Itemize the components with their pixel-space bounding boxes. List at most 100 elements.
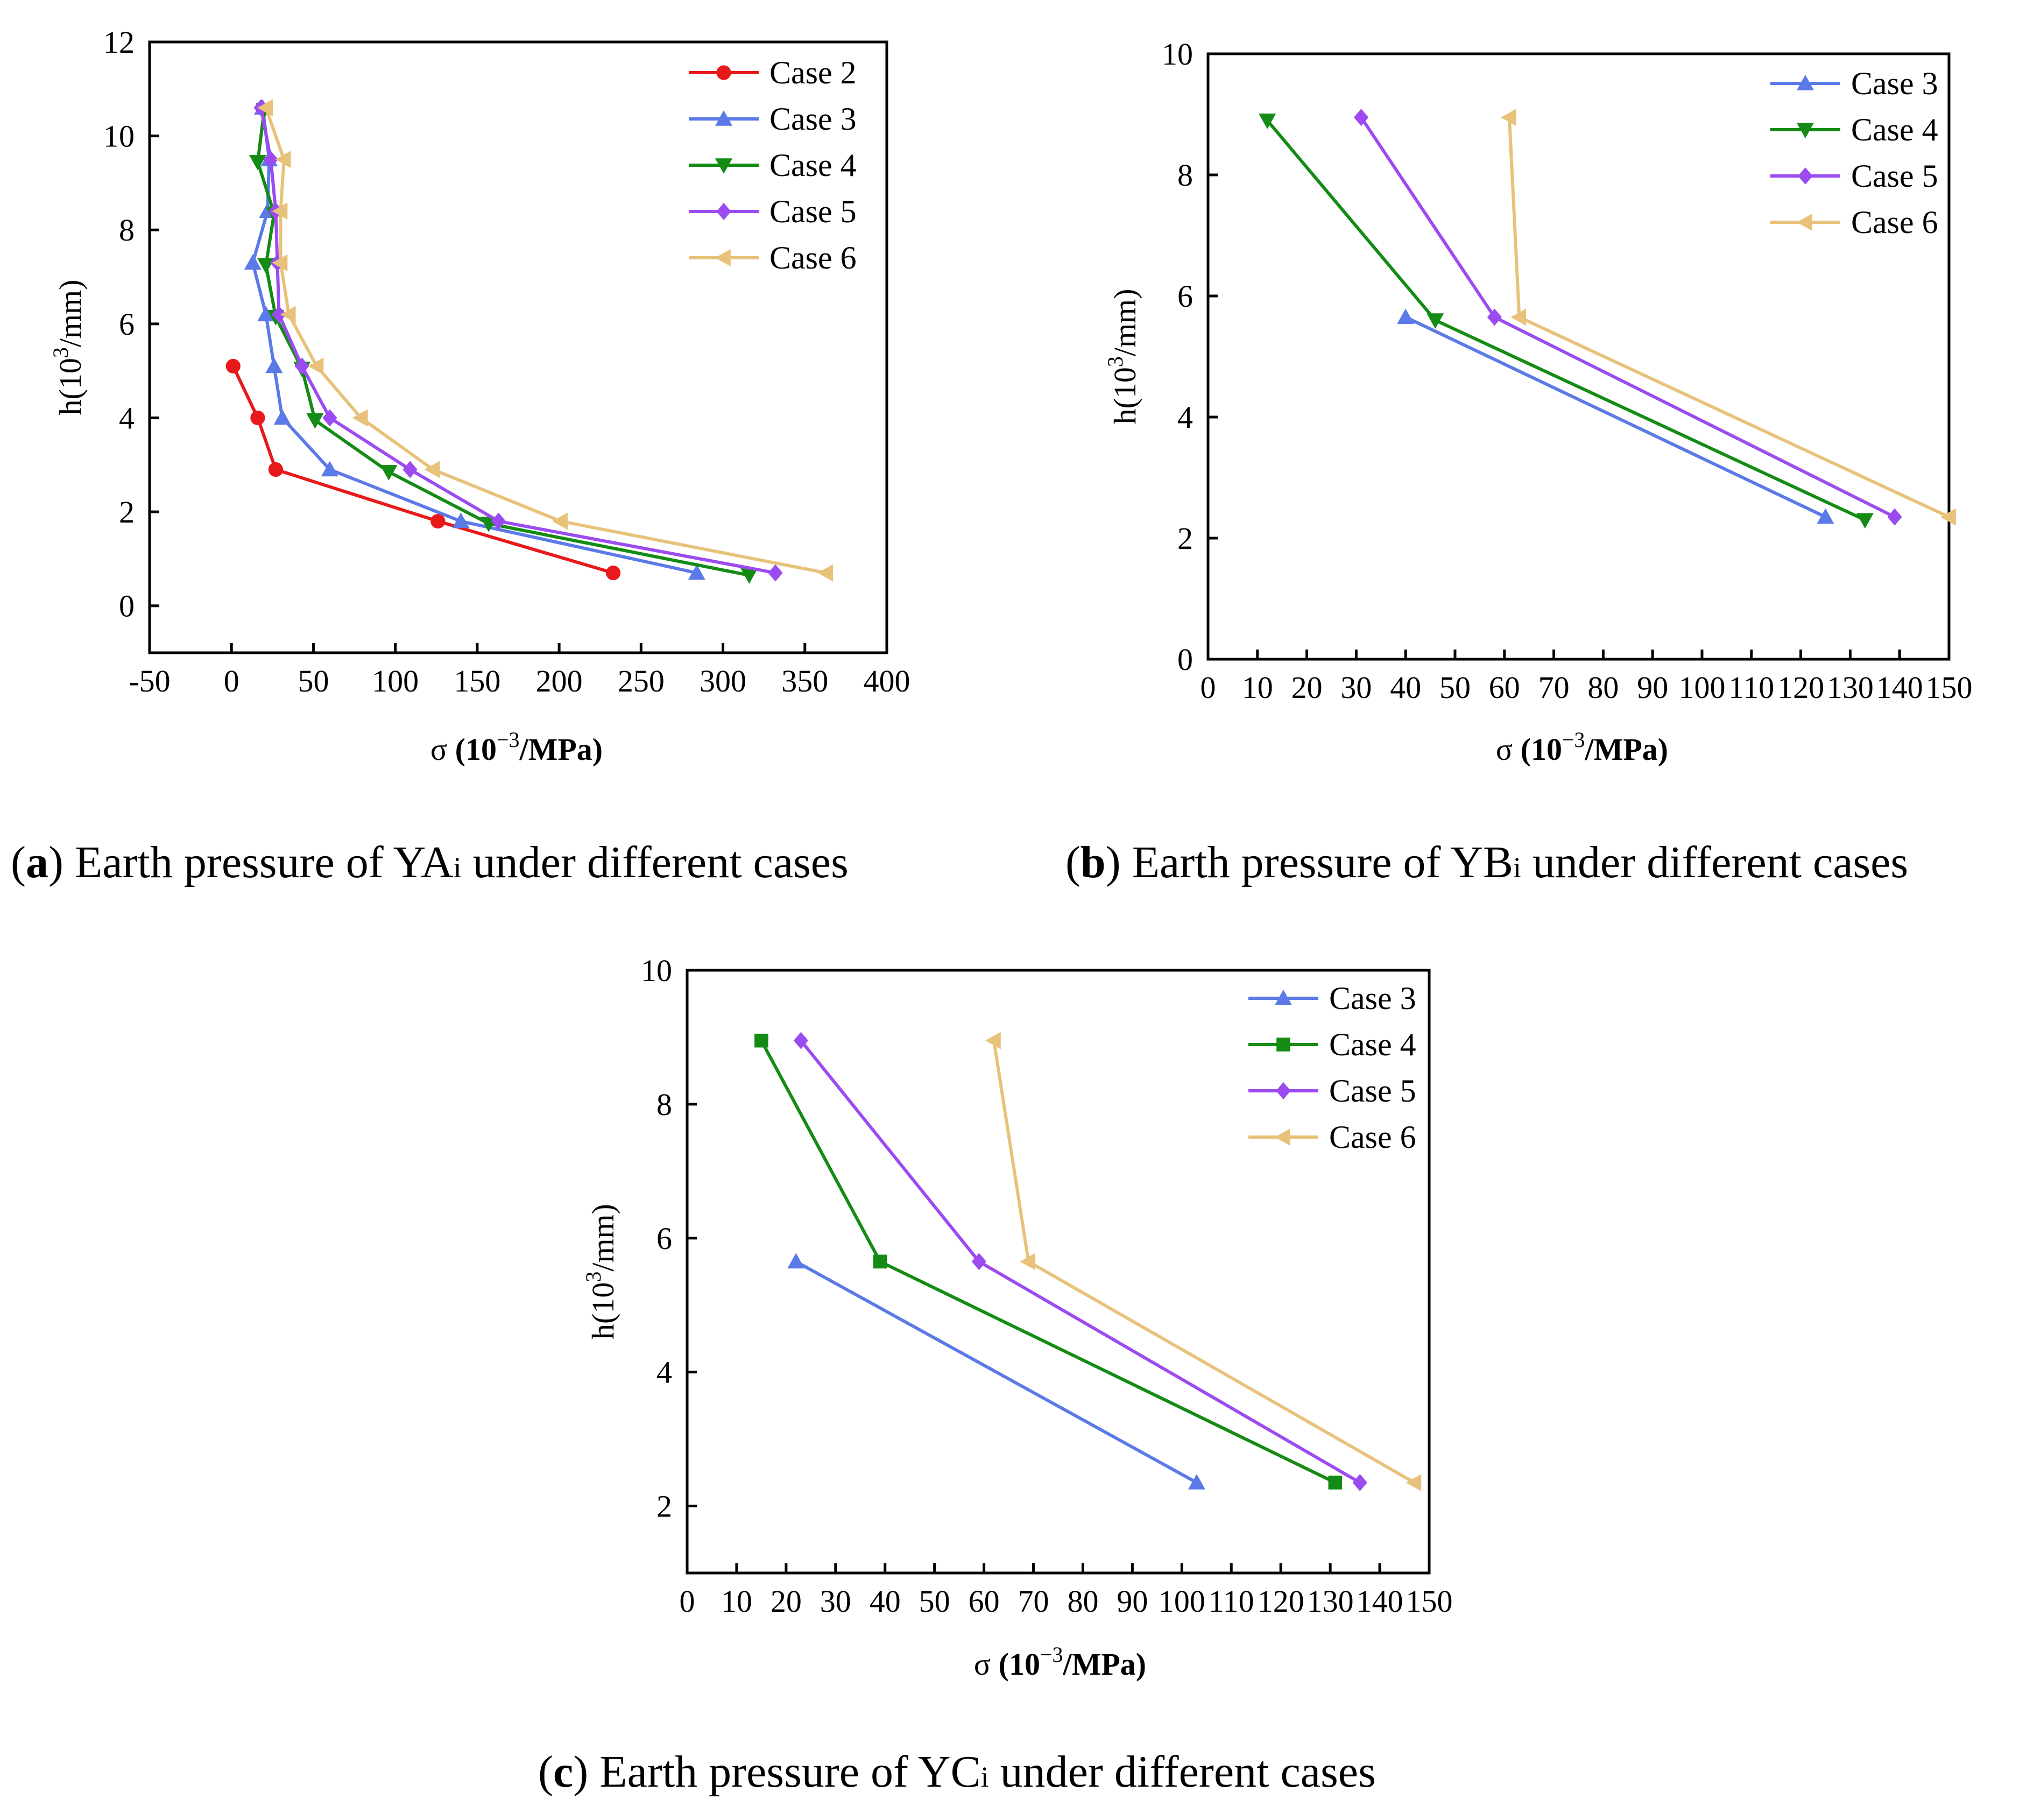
data-point (257, 306, 275, 322)
data-point (430, 513, 446, 529)
chart-panel-a: -50 0 50 100 150 200 250 300 350 400 0 2 4 6 8 10 12 σ (1… (48, 25, 910, 767)
y-axis-title: h(103/mm) (1103, 289, 1142, 425)
plot-frame (148, 40, 888, 654)
data-point (250, 410, 265, 426)
data-point (768, 564, 783, 582)
legend-item: Case 5 (1770, 158, 1938, 194)
data-point (1500, 109, 1516, 126)
x-tick-label: 50 (919, 1584, 950, 1619)
x-tick-label: 90 (1117, 1584, 1148, 1619)
legend-item: Case 3 (1770, 66, 1938, 101)
data-point (1510, 308, 1527, 326)
legend-marker (716, 203, 731, 220)
data-point (424, 461, 440, 478)
x-tick-label: 20 (771, 1584, 802, 1619)
plot-frame (686, 969, 1431, 1575)
y-tick-label: 8 (119, 213, 135, 248)
data-point (1940, 508, 1956, 526)
legend-label: Case 4 (1329, 1027, 1416, 1062)
y-axis-title: h(103/mm) (581, 1204, 620, 1339)
legend-label: Case 3 (769, 101, 857, 137)
y-tick-label: 10 (103, 119, 135, 154)
data-point (225, 358, 241, 374)
data-point (452, 512, 470, 528)
legend-marker (715, 158, 732, 174)
series-line (1404, 315, 1826, 519)
data-point (322, 409, 337, 427)
data-point (268, 462, 284, 477)
x-tick-label: 130 (1307, 1584, 1354, 1619)
legend-label: Case 6 (769, 240, 857, 276)
data-point (1856, 513, 1874, 529)
x-tick-label: 70 (1018, 1584, 1049, 1619)
caption-a: (a) Earth pressure of YAi under differen… (11, 837, 849, 887)
data-point (380, 465, 398, 481)
series-line (259, 107, 776, 575)
data-point (1353, 109, 1369, 126)
legend-label: Case 2 (769, 55, 857, 90)
series-case-6 (257, 99, 834, 582)
x-tick-label: 90 (1637, 670, 1668, 705)
x-tick-label: 30 (820, 1584, 851, 1619)
legend-marker (1276, 1038, 1290, 1052)
data-point (1188, 1474, 1205, 1490)
series-line (256, 110, 750, 577)
data-point (605, 565, 621, 581)
data-point (985, 1032, 1001, 1049)
data-point (754, 1033, 768, 1048)
data-point (1352, 1474, 1367, 1491)
y-tick-label: 8 (656, 1087, 672, 1122)
data-point (265, 357, 283, 373)
x-tick-label: 250 (618, 664, 665, 699)
legend: Case 2 Case 3 Case 4 Case 5 Case 6 (689, 55, 857, 276)
legend-label: Case 5 (1329, 1073, 1416, 1109)
legend-marker (715, 249, 731, 266)
legend-item: Case 5 (1248, 1073, 1416, 1109)
data-point (793, 1032, 809, 1049)
data-point (294, 357, 309, 375)
y-tick-label: 6 (1177, 279, 1193, 314)
data-point (352, 409, 368, 427)
legend-marker (1276, 1082, 1291, 1099)
data-point (308, 357, 324, 375)
x-axis-title: σ (10−3/MPa) (974, 1642, 1146, 1682)
caption-c: (c) Earth pressure of YCi under differen… (538, 1747, 1376, 1797)
x-tick-label: 140 (1876, 670, 1923, 705)
legend-label: Case 6 (1329, 1119, 1416, 1155)
legend-item: Case 2 (689, 55, 857, 90)
x-tick-label: 150 (1406, 1584, 1453, 1619)
data-point (1328, 1476, 1343, 1490)
series-case-4 (249, 103, 758, 584)
data-point (321, 461, 338, 477)
data-point (1487, 308, 1502, 326)
series-line (795, 1260, 1198, 1484)
data-point (257, 258, 275, 274)
legend-label: Case 4 (1851, 112, 1938, 147)
data-point (873, 1254, 887, 1269)
x-tick-label: 110 (1209, 1584, 1254, 1619)
x-tick-label: -50 (129, 664, 170, 699)
x-tick-label: 40 (870, 1584, 901, 1619)
series-case-4 (754, 1033, 1343, 1490)
series-line (264, 107, 827, 575)
x-tick-label: 130 (1827, 670, 1874, 705)
data-point (275, 151, 291, 168)
data-point (1406, 1474, 1422, 1491)
y-tick-label: 2 (119, 495, 135, 530)
data-point (1259, 113, 1276, 129)
data-point (271, 306, 287, 323)
series-line (760, 1040, 1336, 1484)
legend-marker (1797, 123, 1814, 138)
y-tick-label: 0 (1177, 642, 1193, 677)
y-tick-label: 2 (656, 1489, 672, 1524)
legend: Case 3 Case 4 Case 5 Case 6 (1770, 66, 1938, 240)
legend-marker (715, 110, 732, 126)
data-point (1817, 508, 1834, 524)
data-point (740, 568, 758, 584)
x-tick-label: 350 (781, 664, 828, 699)
x-tick-label: 200 (536, 664, 583, 699)
data-point (1397, 308, 1415, 325)
series-case-5 (1353, 109, 1902, 526)
y-tick-label: 12 (103, 25, 135, 60)
